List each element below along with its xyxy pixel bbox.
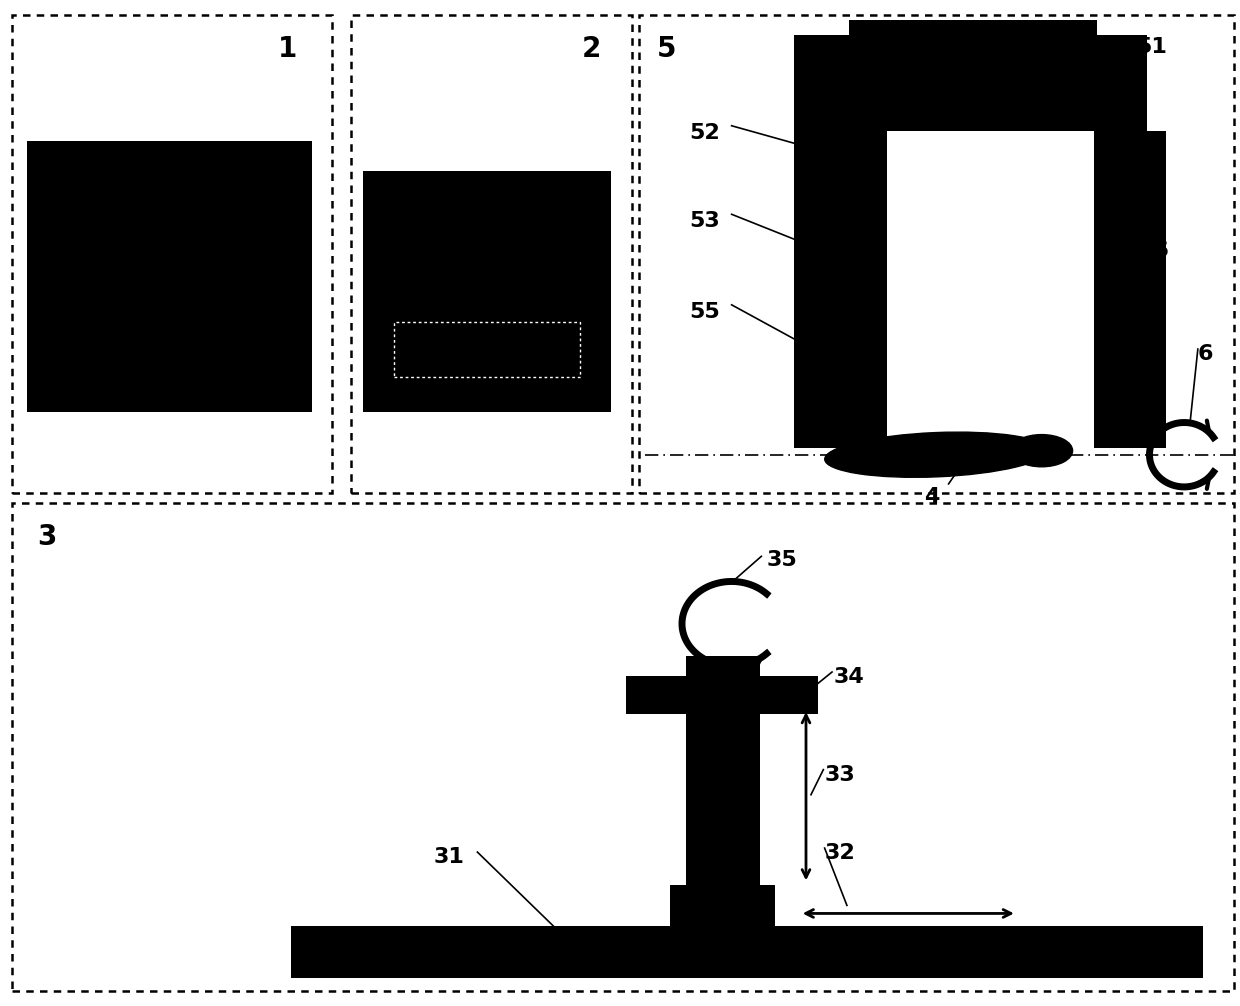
Ellipse shape xyxy=(825,433,1048,477)
Bar xyxy=(291,926,1203,978)
Text: 33: 33 xyxy=(825,765,856,785)
Bar xyxy=(794,35,1147,131)
Text: 5: 5 xyxy=(657,35,677,63)
Text: 32: 32 xyxy=(825,843,856,863)
Bar xyxy=(794,317,887,448)
Bar xyxy=(626,676,818,714)
Bar xyxy=(363,171,611,412)
Bar xyxy=(1094,131,1166,448)
Bar xyxy=(794,131,887,317)
Text: 6: 6 xyxy=(1198,344,1213,364)
Text: 55: 55 xyxy=(689,302,720,322)
Text: 3: 3 xyxy=(37,523,57,551)
Bar xyxy=(686,711,760,887)
Text: 52: 52 xyxy=(689,123,720,143)
Bar xyxy=(670,885,775,926)
Text: 53: 53 xyxy=(689,211,720,231)
Text: 31: 31 xyxy=(434,847,465,867)
Text: 4: 4 xyxy=(924,487,939,507)
Text: 2: 2 xyxy=(582,35,601,63)
Text: 35: 35 xyxy=(766,550,797,570)
Bar xyxy=(27,141,312,412)
Text: 56: 56 xyxy=(1138,241,1169,262)
Text: 1: 1 xyxy=(278,35,298,63)
Text: 34: 34 xyxy=(833,667,864,687)
Ellipse shape xyxy=(1011,435,1073,467)
Bar xyxy=(849,20,1097,40)
Bar xyxy=(686,656,760,678)
Text: 51: 51 xyxy=(1136,37,1167,57)
